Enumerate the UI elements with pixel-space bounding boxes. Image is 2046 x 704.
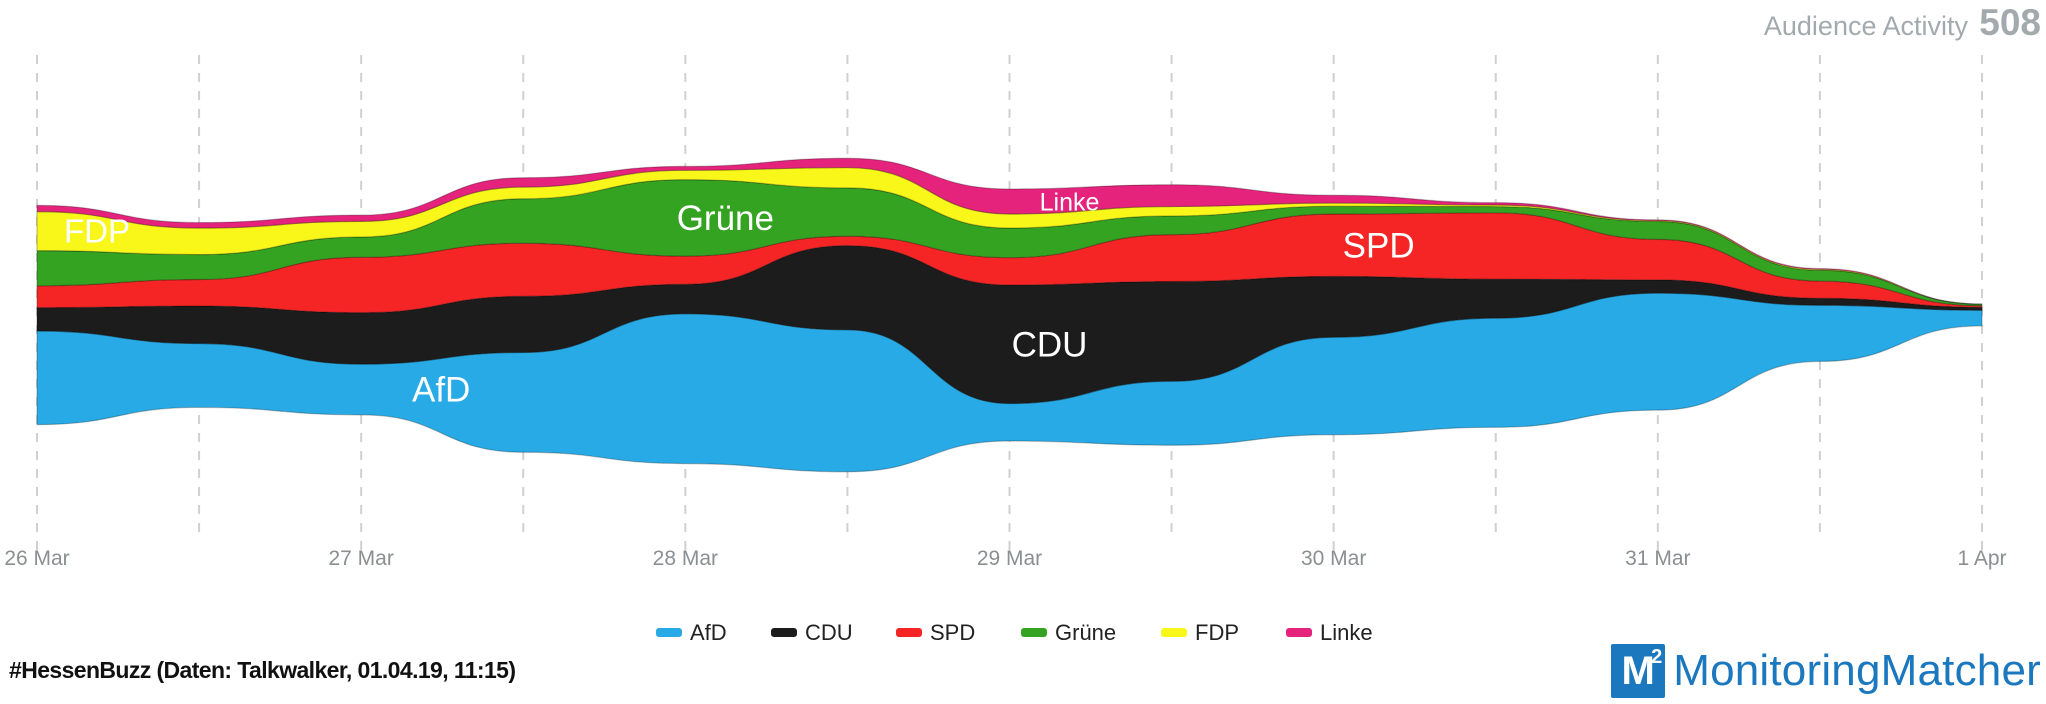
legend-label: Linke — [1320, 620, 1373, 645]
legend-swatch — [771, 628, 797, 637]
x-tick-label: 26 Mar — [4, 547, 69, 570]
audience-activity-label: Audience Activity — [1764, 11, 1969, 41]
legend: AfD CDU SPD Grüne FDP Linke — [656, 620, 1373, 645]
area-fdp[interactable] — [36, 166, 1983, 305]
x-tick-label: 29 Mar — [977, 547, 1042, 570]
legend-item-cdu[interactable]: CDU — [771, 620, 853, 645]
x-tick-label: 28 Mar — [653, 547, 718, 570]
legend-swatch — [1021, 628, 1047, 637]
x-tick-label: 27 Mar — [328, 547, 393, 570]
x-axis-ticks: 26 Mar 27 Mar 28 Mar 29 Mar 30 Mar 31 Mar 1 Ap… — [4, 547, 2006, 570]
stream-label-grne: Grüne — [677, 199, 774, 238]
audience-activity-value: 508 — [1979, 2, 2041, 43]
stream-label-fdp: FDP — [64, 213, 130, 250]
legend-item-fdp[interactable]: FDP — [1161, 620, 1239, 645]
legend-item-linke[interactable]: Linke — [1286, 620, 1373, 645]
legend-label: FDP — [1195, 620, 1239, 645]
x-tick-label: 30 Mar — [1301, 547, 1366, 570]
area-afd[interactable] — [36, 292, 1983, 473]
legend-label: CDU — [805, 620, 853, 645]
legend-swatch — [1161, 628, 1187, 637]
stream-areas — [36, 157, 1983, 473]
legend-item-spd[interactable]: SPD — [896, 620, 975, 645]
stream-label-spd: SPD — [1343, 226, 1415, 265]
legend-swatch — [896, 628, 922, 637]
area-grne[interactable] — [36, 179, 1983, 307]
legend-swatch — [1286, 628, 1312, 637]
brand-name: MonitoringMatcher — [1673, 646, 2041, 695]
legend-item-grne[interactable]: Grüne — [1021, 620, 1116, 645]
x-tick-label: 31 Mar — [1625, 547, 1690, 570]
legend-label: AfD — [690, 620, 727, 645]
stream-label-afd: AfD — [412, 371, 470, 410]
stream-label-linke: Linke — [1040, 188, 1100, 216]
area-linke[interactable] — [36, 157, 1983, 305]
stream-labels: FDP Grüne Linke SPD CDU AfD — [64, 188, 1415, 409]
x-tick-label: 1 Apr — [1957, 547, 2006, 570]
legend-label: SPD — [930, 620, 975, 645]
legend-swatch — [656, 628, 682, 637]
legend-label: Grüne — [1055, 620, 1116, 645]
footer-note: #HessenBuzz (Daten: Talkwalker, 01.04.19… — [9, 657, 516, 683]
stream-label-cdu: CDU — [1012, 326, 1088, 365]
legend-item-afd[interactable]: AfD — [656, 620, 727, 645]
